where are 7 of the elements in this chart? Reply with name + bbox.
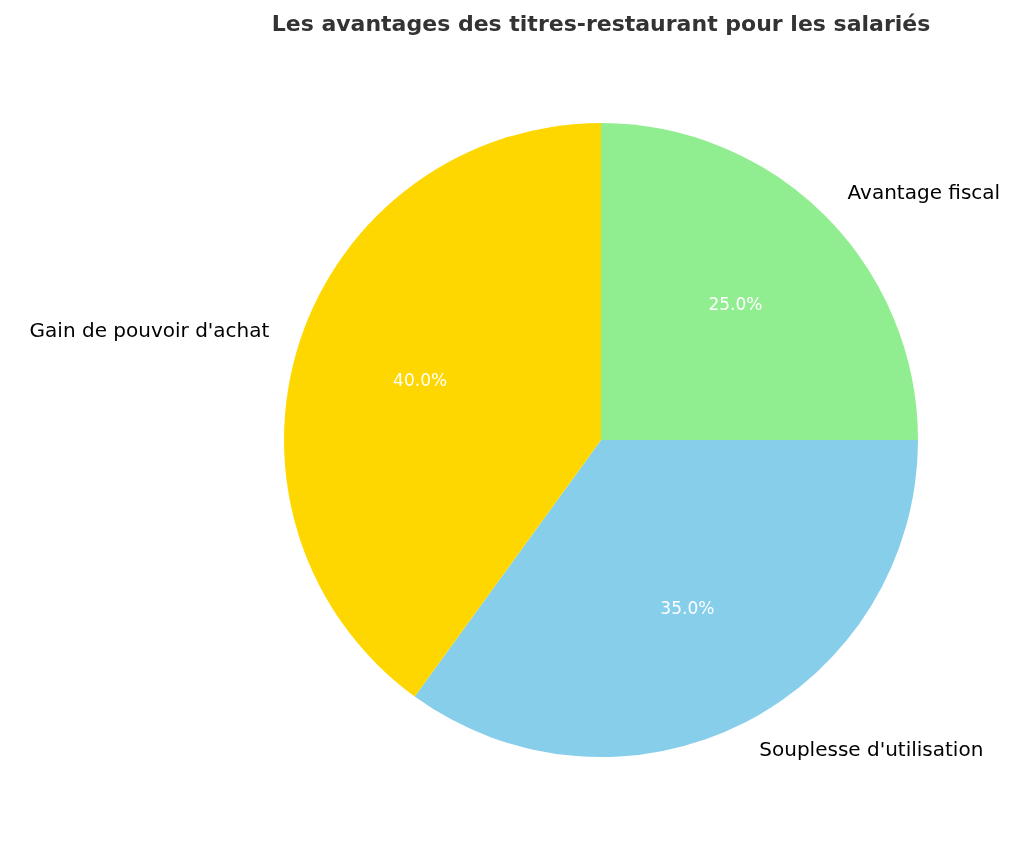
slice-label: Souplesse d'utilisation	[759, 736, 984, 761]
chart-title: Les avantages des titres-restaurant pour les salariés	[271, 10, 931, 36]
data-label: 40.0%	[393, 369, 448, 390]
data-label: 35.0%	[660, 597, 715, 618]
slice-label: Gain de pouvoir d'achat	[29, 318, 270, 343]
data-label: 25.0%	[708, 293, 763, 314]
slice-label: Avantage fiscal	[847, 179, 1001, 204]
